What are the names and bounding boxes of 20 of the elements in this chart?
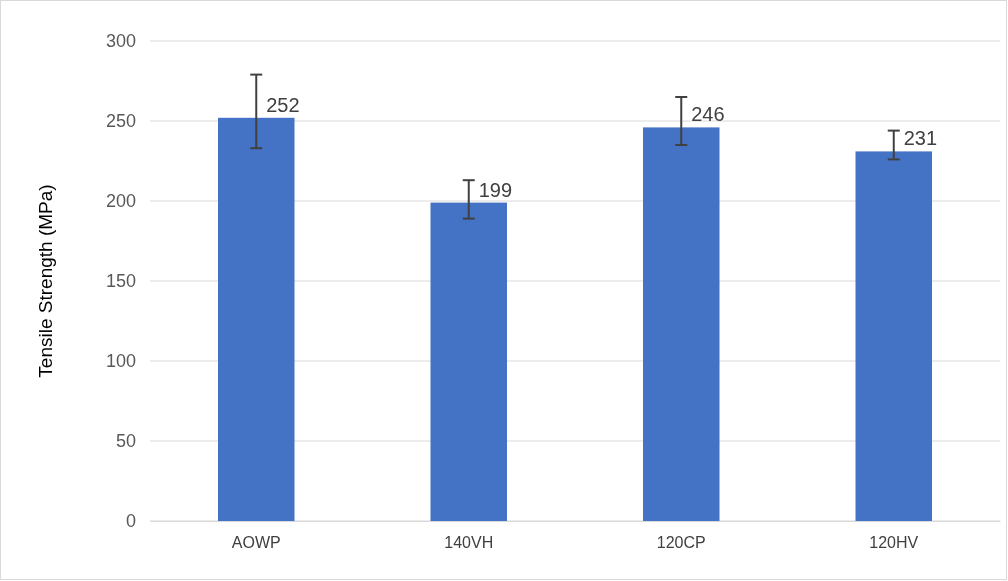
data-label: 231 <box>903 127 938 150</box>
y-tick-label: 100 <box>105 351 136 372</box>
bar <box>643 127 720 521</box>
x-tick-label: AOWP <box>231 534 281 552</box>
y-tick-label: 300 <box>105 31 136 52</box>
x-tick-label: 120HV <box>869 534 919 552</box>
y-tick-label: 200 <box>105 191 136 212</box>
y-tick-label: 50 <box>115 431 136 452</box>
y-tick-label: 250 <box>105 111 136 132</box>
data-label: 252 <box>266 93 300 116</box>
y-axis-title: Tensile Strength (MPa) <box>35 184 56 378</box>
bar <box>855 151 932 521</box>
y-tick-label: 0 <box>125 511 136 532</box>
y-tick-label: 150 <box>105 271 136 292</box>
x-tick-label: 140VH <box>444 534 494 552</box>
data-label: 246 <box>691 103 725 126</box>
data-label: 199 <box>478 178 513 201</box>
bar <box>430 202 507 521</box>
x-tick-label: 120CP <box>656 534 706 552</box>
bar <box>218 117 295 521</box>
